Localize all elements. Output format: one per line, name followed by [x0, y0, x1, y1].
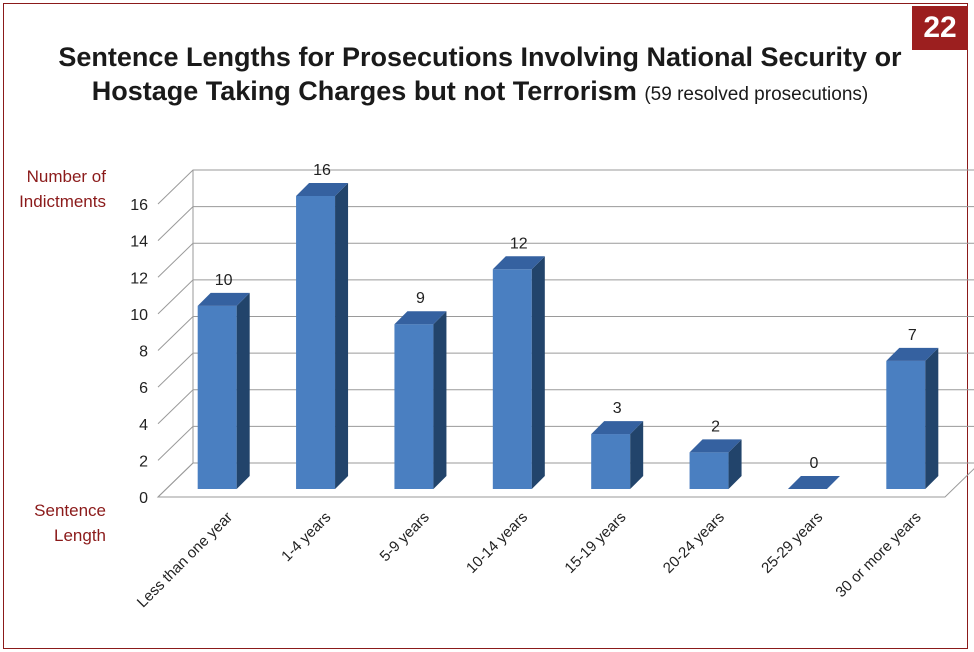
- x-tick-label: Less than one year: [134, 509, 236, 611]
- bar-side: [630, 421, 644, 489]
- x-tick-label: 1-4 years: [278, 509, 334, 565]
- bar: [886, 347, 939, 489]
- bar-top: [394, 311, 447, 325]
- bar-side: [236, 292, 250, 489]
- gridline: [157, 169, 974, 205]
- bar-top: [886, 347, 939, 361]
- data-label: 7: [908, 327, 917, 344]
- gridline: [157, 389, 974, 425]
- x-tick-label: 30 or more years: [832, 509, 924, 601]
- y-tick-label: 8: [139, 344, 148, 361]
- chart-subtitle: (59 resolved prosecutions): [644, 84, 869, 105]
- bar-top: [197, 292, 250, 306]
- bar-top: [689, 439, 742, 453]
- y-axis-label: Number of Indictments: [19, 167, 106, 211]
- page-frame: [3, 3, 968, 649]
- y-tick-label: 14: [130, 234, 148, 251]
- x-tick-label: 20-24 years: [660, 509, 728, 577]
- bar: [197, 292, 250, 489]
- bar-side: [728, 439, 742, 489]
- gridline: [157, 462, 974, 498]
- x-tick-label: 10-14 years: [463, 509, 531, 577]
- gridline: [157, 206, 974, 241]
- bar-front: [394, 324, 434, 489]
- data-label: 12: [510, 235, 528, 252]
- gridline: [157, 242, 974, 278]
- data-label: 2: [711, 418, 720, 435]
- bar-front: [886, 360, 926, 489]
- y-tick-label: 16: [130, 197, 148, 214]
- x-tick-label: 5-9 years: [377, 509, 433, 565]
- chart-floor: [156, 462, 974, 498]
- bar-front: [591, 434, 631, 489]
- bar-side: [531, 256, 545, 489]
- y-tick-label: 0: [139, 490, 148, 507]
- y-tick-label: 12: [130, 270, 148, 287]
- bar-side: [433, 311, 447, 489]
- y-tick-label: 10: [130, 307, 148, 324]
- bar-front: [689, 452, 729, 489]
- x-tick-label: 15-19 years: [561, 509, 629, 577]
- bar: [591, 421, 644, 489]
- y-tick-label: 2: [139, 453, 148, 470]
- bar-top: [296, 183, 349, 196]
- gridline: [157, 279, 974, 315]
- bar: [492, 256, 545, 489]
- gridline: [157, 316, 974, 351]
- data-label: 10: [215, 272, 233, 289]
- data-label: 3: [613, 400, 622, 417]
- x-axis-label: Sentence Length: [34, 501, 106, 545]
- chart-title-main: Sentence Lengths for Prosecutions Involv…: [58, 42, 902, 106]
- bar-top: [787, 476, 840, 489]
- bar-side: [335, 183, 349, 489]
- data-label: 16: [313, 162, 331, 179]
- page-number-badge: 22: [912, 6, 968, 50]
- bar-front: [296, 196, 336, 489]
- data-label: 0: [809, 455, 818, 472]
- gridline: [157, 425, 974, 461]
- y-tick-label: 4: [139, 417, 148, 434]
- bar: [787, 476, 840, 489]
- bar: [689, 439, 742, 489]
- bar-top: [591, 421, 644, 435]
- bar: [394, 311, 447, 489]
- x-tick-label: 25-29 years: [758, 509, 826, 577]
- bar-front: [197, 305, 237, 489]
- y-tick-label: 6: [139, 380, 148, 397]
- bar: [296, 183, 349, 489]
- data-label: 9: [416, 290, 425, 307]
- bar-top: [492, 256, 545, 270]
- chart-title: Sentence Lengths for Prosecutions Involv…: [40, 40, 920, 112]
- bar-front: [492, 269, 532, 489]
- bar-side: [925, 347, 939, 489]
- gridline: [157, 352, 974, 388]
